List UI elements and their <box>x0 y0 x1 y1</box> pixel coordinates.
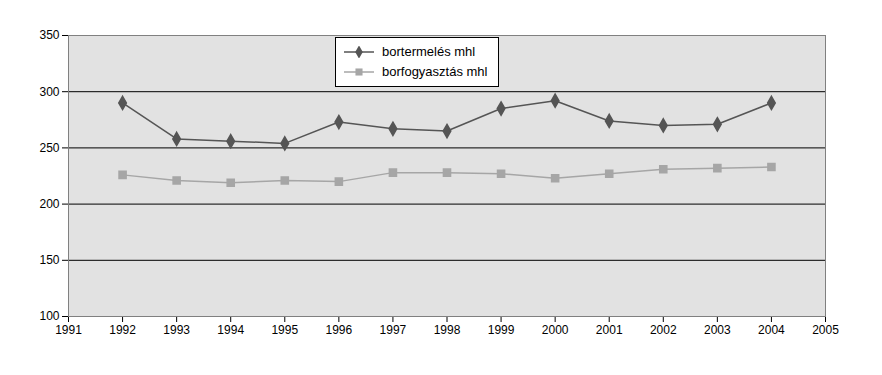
svg-text:2003: 2003 <box>704 323 731 337</box>
svg-text:150: 150 <box>39 253 59 267</box>
svg-text:1999: 1999 <box>488 323 515 337</box>
html-text:borfogyasztás mhl: borfogyasztás mhl <box>382 64 488 79</box>
svg-text:2001: 2001 <box>596 323 623 337</box>
svg-text:100: 100 <box>39 309 59 323</box>
svg-text:300: 300 <box>39 85 59 99</box>
html-text:bortermelés mhl: bortermelés mhl <box>382 44 476 59</box>
svg-text:1995: 1995 <box>271 323 298 337</box>
svg-text:1997: 1997 <box>380 323 407 337</box>
svg-text:1991: 1991 <box>55 323 82 337</box>
svg-text:350: 350 <box>39 28 59 42</box>
svg-text:1996: 1996 <box>326 323 353 337</box>
svg-text:1992: 1992 <box>109 323 136 337</box>
svg-text:2004: 2004 <box>758 323 785 337</box>
svg-text:1993: 1993 <box>163 323 190 337</box>
svg-text:2005: 2005 <box>812 323 839 337</box>
svg-text:200: 200 <box>39 197 59 211</box>
svg-text:250: 250 <box>39 141 59 155</box>
svg-text:1998: 1998 <box>434 323 461 337</box>
svg-text:1994: 1994 <box>217 323 244 337</box>
svg-text:2002: 2002 <box>650 323 677 337</box>
svg-text:2000: 2000 <box>542 323 569 337</box>
